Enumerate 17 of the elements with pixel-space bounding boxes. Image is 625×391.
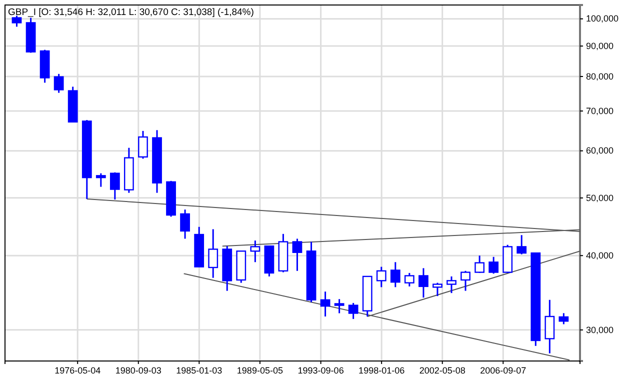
x-tick-label: 2002-05-08 [419,365,466,376]
y-tick-label: 80,000 [586,71,614,82]
x-tick-label: 1985-01-03 [176,365,222,376]
y-tick-label: 70,000 [586,106,614,116]
y-tick-label: 30,000 [586,324,614,335]
x-tick-label: 1976-05-04 [54,365,101,376]
y-tick-label: 100,000 [586,14,619,24]
x-tick-label: 1993-09-06 [298,365,344,376]
y-tick-label: 50,000 [586,192,614,203]
x-tick-label: 1998-01-06 [358,365,405,376]
x-tick-label: 2006-09-07 [480,365,526,376]
x-tick-label: 1980-09-03 [115,365,162,376]
y-tick-label: 40,000 [586,250,614,260]
x-tick-label: 1989-05-05 [236,365,283,376]
y-tick-label: 90,000 [586,40,614,51]
y-tick-label: 60,000 [586,146,614,156]
chart-title: GBP_I [O: 31,546 H: 32,011 L: 30,670 C: 31,038] (-1,84%) [8,7,254,18]
